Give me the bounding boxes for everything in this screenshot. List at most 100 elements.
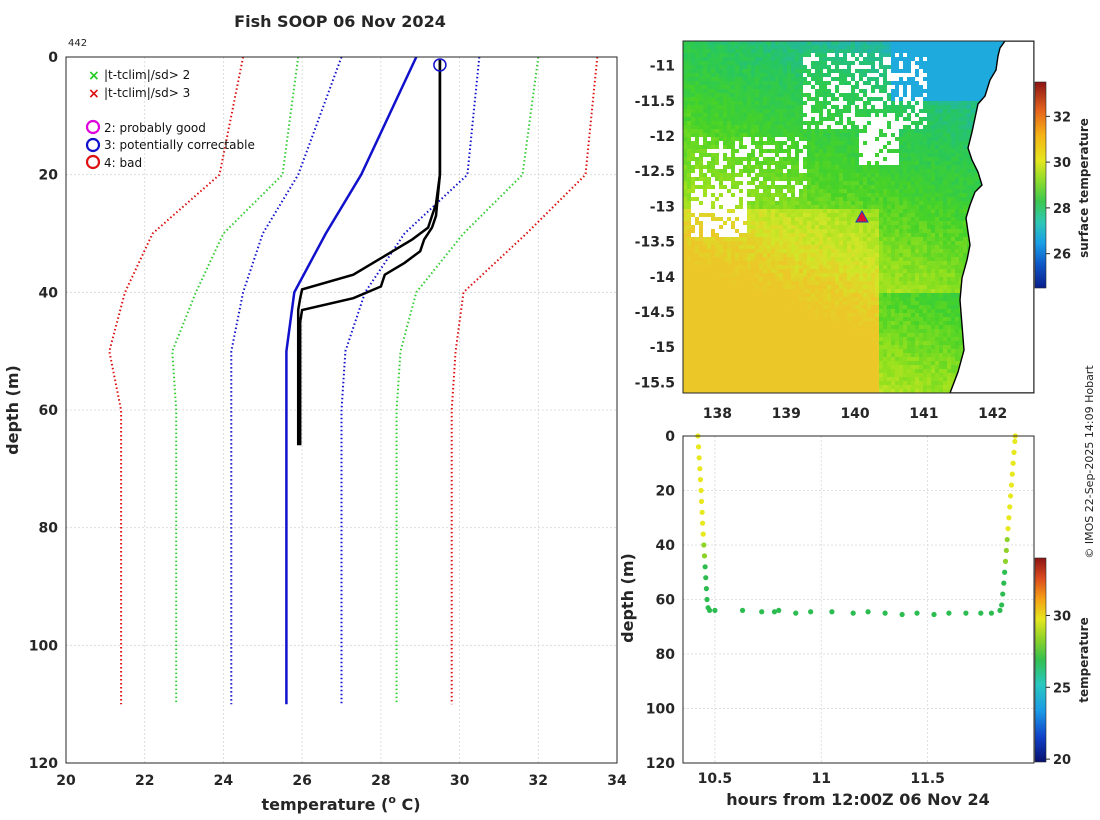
map-cell [691,53,695,57]
map-cell [759,169,763,173]
map-cell [695,89,699,93]
map-cell [835,213,839,217]
map-cell [835,265,839,269]
series--3-sd [450,56,599,705]
map-cell [707,53,711,57]
map-cell [955,253,959,257]
map-cell [867,221,871,225]
map-cell [755,253,759,257]
map-cell [747,61,751,65]
map-cell [771,113,775,117]
map-cell [851,217,855,221]
map-cell [831,133,835,137]
map-cell [963,153,967,157]
map-cell [891,133,895,137]
map-cell [779,185,783,189]
map-cell [899,181,903,185]
map-cell [795,169,799,173]
map-cell [967,153,971,157]
map-cell [795,165,799,169]
map-cell [815,153,819,157]
map-cell [695,137,699,141]
map-cell [699,109,703,113]
map-cell [915,269,919,273]
map-cell [783,265,787,269]
map-cell [887,53,891,57]
map-cell [735,53,739,57]
map-cell [827,273,831,277]
map-cell [755,85,759,89]
map-cell [819,229,823,233]
map-cell [851,161,855,165]
map-cell [903,217,907,221]
map-cell [927,157,931,161]
map-cell [903,173,907,177]
map-cell [727,189,731,193]
map-cell [715,233,719,237]
map-cell [943,169,947,173]
map-cell [907,61,911,65]
map-cell [743,233,747,237]
map-cell [899,49,903,53]
map-cell [779,149,783,153]
map-cell [895,189,899,193]
map-cell [875,245,879,249]
map-cell [687,217,691,221]
map-cell [763,117,767,121]
map-cell [715,129,719,133]
map-cell [859,221,863,225]
map-cell [767,213,771,217]
map-cell [899,253,903,257]
map-cell [771,257,775,261]
map-cell [955,177,959,181]
map-cell [775,249,779,253]
map-cell [943,101,947,105]
map-cell [723,129,727,133]
map-cell [795,77,799,81]
map-cell [947,197,951,201]
map-cell [867,285,871,289]
map-cell [755,281,759,285]
map-cell [779,261,783,265]
map-cell [963,65,967,69]
map-cell [687,109,691,113]
map-cell [755,41,759,45]
map-cell [687,41,691,45]
map-cell [815,225,819,229]
map-cell [759,261,763,265]
map-cell [771,121,775,125]
map-cell [947,221,951,225]
map-cell [759,265,763,269]
map-cell [759,173,763,177]
map-cell [955,41,959,45]
map-cell [747,85,751,89]
map-cell [855,81,859,85]
map-cell [719,285,723,289]
map-cell [787,237,791,241]
map-cell [767,133,771,137]
map-cell [823,65,827,69]
map-cell [939,137,943,141]
map-cell [707,69,711,73]
map-cell [911,257,915,261]
map-cell [907,217,911,221]
map-cell [879,173,883,177]
map-cell [819,237,823,241]
map-cell [935,189,939,193]
map-cell [767,285,771,289]
map-cell [955,145,959,149]
map-cell [919,145,923,149]
map-cell [815,69,819,73]
map-cell [787,261,791,265]
map-cell [747,269,751,273]
map-cell [687,89,691,93]
map-cell [799,81,803,85]
map-cell [763,157,767,161]
map-cell [759,81,763,85]
map-cell [879,41,883,45]
map-cell [935,201,939,205]
map-cell [991,41,995,45]
map-cell [939,141,943,145]
map-cell [975,69,979,73]
map-cell [919,169,923,173]
